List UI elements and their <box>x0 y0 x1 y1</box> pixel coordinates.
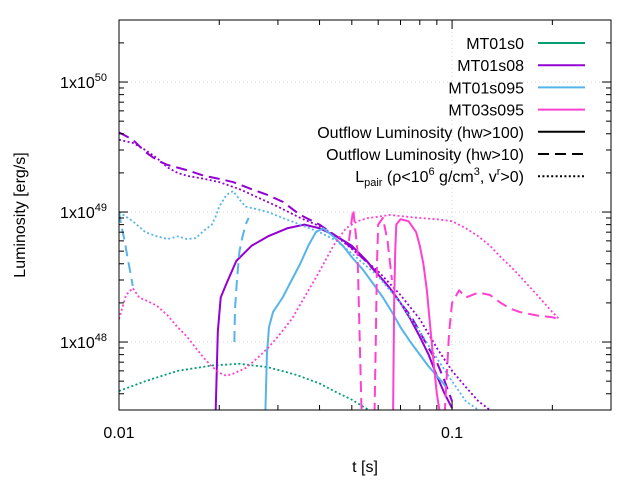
legend-label: Outflow Luminosity (hw>10) <box>326 147 524 164</box>
series-line-mt01s095-dashed <box>233 217 250 343</box>
series-line-mt03s095-solid <box>392 218 441 410</box>
series-line-mt03s095-dashed <box>373 216 393 410</box>
x-tick-label: 0.01 <box>103 425 134 442</box>
x-tick-label: 0.1 <box>441 425 463 442</box>
legend-label: Lpair (ρ<106 g/cm3, vr>0) <box>355 166 524 189</box>
axis-ticks: 0.01 0.1 1x1048 1x1049 1x1050 <box>60 20 612 442</box>
y-axis-title: Luminosity [erg/s] <box>12 152 29 277</box>
legend-label: MT03s095 <box>448 103 524 120</box>
series-line-mt03s095-dashed <box>347 208 363 410</box>
x-axis-title: t [s] <box>352 459 378 476</box>
series-line-mt03s095-dotted <box>119 214 561 377</box>
y-tick-label: 1x1048 <box>60 332 107 352</box>
grid <box>119 20 611 410</box>
legend-label: MT01s095 <box>448 80 524 97</box>
legend: MT01s0 MT01s08 MT01s095 MT03s095 Outflow Lum… <box>317 36 585 189</box>
series-line-mt01s08-dotted <box>119 138 491 410</box>
series-line-mt03s095-dashed <box>443 289 560 410</box>
legend-label: MT01s0 <box>466 36 524 53</box>
legend-label: MT01s08 <box>457 58 524 75</box>
series-line-mt01s095-solid <box>264 227 447 410</box>
legend-label: Outflow Luminosity (hw>100) <box>317 125 524 142</box>
series-group <box>119 131 561 410</box>
series-line-mt01s095-dotted <box>119 190 479 410</box>
plot-frame <box>118 19 612 411</box>
y-tick-label: 1x1050 <box>60 72 107 92</box>
series-line-mt01s08-solid <box>214 223 453 410</box>
y-tick-label: 1x1049 <box>60 202 107 222</box>
series-line-mt01s08-dashed <box>119 131 454 402</box>
series-line-mt01s0-dotted <box>119 362 372 410</box>
series-line-mt01s095-dashed <box>119 211 134 287</box>
